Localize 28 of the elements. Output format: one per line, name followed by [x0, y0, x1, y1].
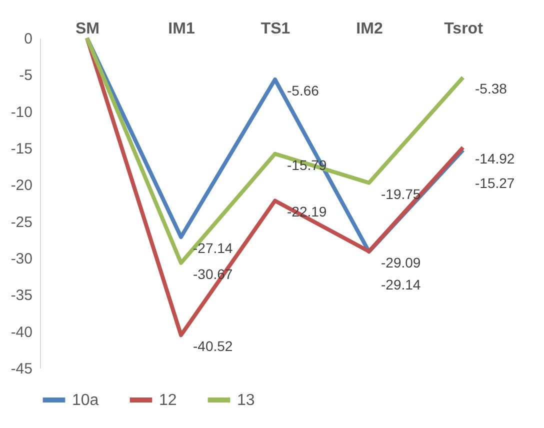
x-tick-label: IM2	[356, 20, 383, 38]
y-tick-label: 0	[24, 30, 32, 48]
x-tick-label: IM1	[168, 20, 195, 38]
data-label: -29.14	[381, 276, 421, 293]
y-tick-label: -40	[10, 324, 32, 341]
data-label: -40.52	[193, 338, 233, 354]
data-label: -15.27	[475, 174, 515, 191]
data-label: -5.66	[287, 82, 320, 99]
x-tick-label: Tsrot	[444, 20, 484, 38]
data-label: -5.38	[475, 80, 508, 96]
legend-label: 12	[159, 392, 177, 409]
x-tick-label: TS1	[260, 20, 290, 38]
line-series	[85, 36, 465, 338]
y-tick-label: -35	[10, 287, 32, 304]
y-tick-label: -30	[10, 250, 32, 268]
y-tick-label: -45	[10, 360, 32, 378]
data-label: -14.92	[475, 150, 515, 166]
y-tick-label: -10	[10, 104, 32, 121]
data-label: -27.14	[193, 240, 233, 256]
x-tick-label: SM	[76, 20, 100, 38]
y-tick-label: -25	[10, 214, 32, 231]
y-tick-label: -20	[10, 177, 32, 194]
data-label: -29.09	[381, 254, 421, 270]
y-tick-label: -15	[10, 140, 32, 158]
legend-label: 13	[237, 392, 255, 409]
y-tick-label: -5	[19, 67, 32, 84]
data-label: -19.75	[381, 186, 421, 202]
legend-label: 10a	[72, 392, 99, 409]
